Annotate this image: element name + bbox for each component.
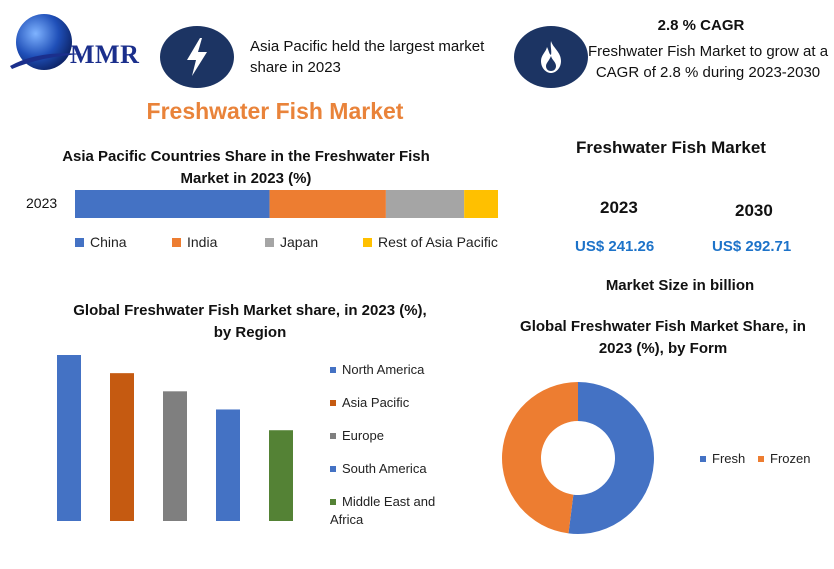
legend-label: Japan xyxy=(280,234,319,250)
stats-value-2023: US$ 241.26 xyxy=(575,238,655,255)
stacked-legend-item-china: China xyxy=(75,234,127,250)
donut-slice-fresh xyxy=(568,382,654,534)
cagr-heading: 2.8 % CAGR xyxy=(657,17,745,34)
stats-year-2023: 2023 xyxy=(600,198,638,217)
region-bar-south-america xyxy=(216,409,240,521)
legend-swatch xyxy=(330,498,336,505)
region-chart-title: Global Freshwater Fish Market share, in … xyxy=(73,302,427,341)
stacked-legend-item-rest-of-asia-pacific: Rest of Asia Pacific xyxy=(363,234,498,250)
legend-label: Middle East and Africa xyxy=(330,494,436,527)
stacked-chart-title: Asia Pacific Countries Share in the Fres… xyxy=(62,148,430,187)
form-legend-item-frozen: Frozen xyxy=(758,450,810,468)
stacked-segment-rest-of-asia-pacific xyxy=(464,190,498,218)
region-bar-europe xyxy=(163,391,187,521)
legend-swatch xyxy=(363,237,372,247)
main-title: Freshwater Fish Market xyxy=(146,98,404,124)
legend-label: Fresh xyxy=(712,451,746,466)
region-bar-asia-pacific xyxy=(110,373,134,521)
region-bar-middle-east-and-africa xyxy=(269,430,293,521)
region-bar-north-america xyxy=(57,355,81,521)
lightning-icon xyxy=(160,26,234,88)
logo-text: MMR xyxy=(70,40,140,69)
region-bar-chart xyxy=(57,355,293,521)
stacked-segment-india xyxy=(269,190,386,218)
stats-title: Freshwater Fish Market xyxy=(576,138,766,157)
stats-year-2030: 2030 xyxy=(735,201,773,220)
legend-label: North America xyxy=(342,362,425,377)
stacked-bar-chart xyxy=(75,190,498,218)
legend-swatch xyxy=(700,455,706,462)
stacked-legend-item-india: India xyxy=(172,234,217,250)
region-legend-item-south-america: South America xyxy=(330,460,455,478)
info-left-text: Asia Pacific held the largest market sha… xyxy=(250,38,485,76)
legend-swatch xyxy=(265,237,274,247)
donut-slice-frozen xyxy=(501,382,578,534)
legend-swatch xyxy=(758,455,764,462)
logo-swoosh-icon xyxy=(10,53,84,69)
stats-footer: Market Size in billion xyxy=(605,277,755,294)
stats-value-2030: US$ 292.71 xyxy=(712,238,792,255)
stacked-segment-china xyxy=(75,190,270,218)
legend-swatch xyxy=(172,237,181,247)
form-chart-title: Global Freshwater Fish Market Share, in … xyxy=(520,318,806,357)
stacked-category-label: 2023 xyxy=(26,195,58,211)
legend-label: Rest of Asia Pacific xyxy=(378,234,498,250)
legend-label: China xyxy=(90,234,127,250)
legend-swatch xyxy=(330,465,336,472)
legend-label: Frozen xyxy=(770,451,811,466)
legend-swatch xyxy=(75,237,84,247)
form-legend-item-fresh: Fresh xyxy=(700,450,745,468)
region-legend-item-europe: Europe xyxy=(330,427,455,445)
legend-label: Asia Pacific xyxy=(342,395,410,410)
legend-swatch xyxy=(330,399,336,406)
legend-label: South America xyxy=(342,461,427,476)
stacked-legend-item-japan: Japan xyxy=(265,234,318,250)
legend-label: Europe xyxy=(342,428,384,443)
legend-swatch xyxy=(330,366,336,373)
legend-label: India xyxy=(187,234,218,250)
form-donut-chart xyxy=(501,382,654,534)
region-legend-item-middle-east-and-africa: Middle East and Africa xyxy=(330,493,455,529)
info-right-text: Freshwater Fish Market to grow at a CAGR… xyxy=(587,43,829,81)
stacked-segment-japan xyxy=(385,190,465,218)
flame-icon xyxy=(514,26,588,88)
legend-swatch xyxy=(330,432,336,439)
region-legend-item-north-america: North America xyxy=(330,361,455,379)
region-legend-item-asia-pacific: Asia Pacific xyxy=(330,394,455,412)
